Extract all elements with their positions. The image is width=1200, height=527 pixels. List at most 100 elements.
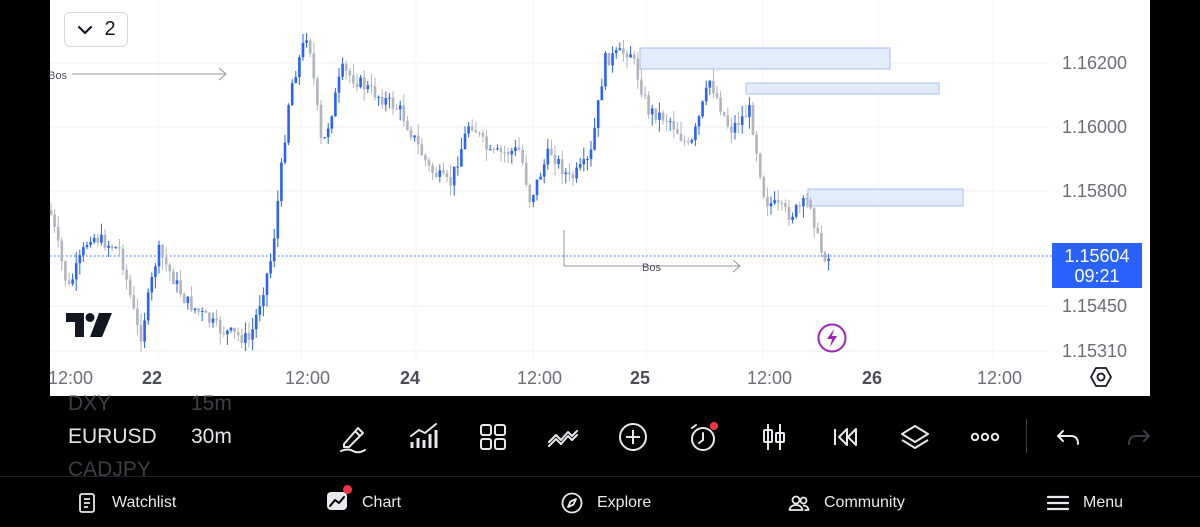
candle-body <box>334 92 337 117</box>
candle-body <box>805 197 809 201</box>
candle-body <box>168 264 172 272</box>
candle-body <box>337 76 341 93</box>
candle-body <box>517 147 521 150</box>
indicators-icon[interactable] <box>406 420 440 454</box>
candle-body <box>748 104 751 118</box>
candle-body <box>85 244 89 248</box>
candle-body <box>499 148 503 152</box>
candle-body <box>359 77 362 87</box>
candle-body <box>370 85 373 87</box>
candle-body <box>254 314 258 330</box>
candle-body <box>514 147 517 151</box>
candle-body <box>719 97 722 113</box>
nav-menu[interactable]: Menu <box>1047 487 1123 519</box>
candle-body <box>139 325 143 342</box>
candle-body <box>528 184 532 203</box>
nav-explore[interactable]: Explore <box>561 487 651 519</box>
redo-icon[interactable] <box>1122 420 1156 454</box>
candle-body <box>226 330 229 335</box>
candle-body <box>265 273 269 296</box>
candle-body <box>791 216 794 221</box>
nav-community[interactable]: Community <box>788 487 905 519</box>
candle-body <box>571 174 575 179</box>
time-axis-label: 12:00 <box>517 368 562 388</box>
candle-body <box>157 244 161 267</box>
candle-body <box>236 332 240 336</box>
candle-body <box>816 227 820 233</box>
candle-body <box>780 202 784 204</box>
chart-icon <box>327 491 347 510</box>
candle-body <box>215 318 218 321</box>
current-price-tag: 1.15604 09:21 <box>1052 243 1142 288</box>
candle-body <box>776 200 780 203</box>
undo-icon[interactable] <box>1051 420 1085 454</box>
candle-body <box>128 279 132 296</box>
nav-watchlist[interactable]: Watchlist <box>76 487 176 519</box>
bos-label: Bos <box>50 70 67 82</box>
candle-body <box>161 244 164 258</box>
more-icon[interactable] <box>968 420 1002 454</box>
candle-body <box>197 308 200 312</box>
candle-body <box>640 79 643 95</box>
chart-nav-badge <box>326 484 352 517</box>
candle-body <box>391 97 395 109</box>
candle-body <box>348 70 352 76</box>
price-axis-label: 1.16200 <box>1062 53 1127 73</box>
candle-type-icon[interactable] <box>757 420 791 454</box>
candle-body <box>92 237 96 243</box>
candle-body <box>67 280 71 284</box>
candle-body <box>632 54 636 59</box>
candle-body <box>366 85 370 89</box>
time-axis-label: 12:00 <box>50 368 93 388</box>
price-axis-label: 1.16000 <box>1062 117 1127 137</box>
candle-body <box>550 148 553 155</box>
candle-body <box>244 333 247 343</box>
flash-alert-icon[interactable] <box>816 322 848 354</box>
candle-body <box>812 208 816 228</box>
watchlist-strip-item[interactable]: CADJPY 1h <box>68 458 151 476</box>
nav-chart[interactable]: Chart <box>326 484 401 519</box>
bar-countdown: 09:21 <box>1074 265 1120 286</box>
candle-body <box>697 116 701 127</box>
candle-body <box>762 177 766 197</box>
nav-explore-label: Explore <box>597 494 652 511</box>
chart-settings-icon[interactable] <box>1089 365 1113 389</box>
chart-area[interactable]: Bos Bos 1.16200 1.16000 1.15800 1.15450 1.153… <box>50 0 1150 396</box>
candle-body <box>614 50 618 54</box>
candle-body <box>143 320 146 342</box>
candle-body <box>658 112 661 120</box>
watchlist-strip-item[interactable]: DXY 15m <box>68 392 232 416</box>
candle-body <box>730 126 733 133</box>
candle-body <box>395 108 398 110</box>
candle-body <box>784 203 787 207</box>
candle-body <box>643 94 647 96</box>
active-symbol[interactable]: EURUSD 30m <box>68 425 232 449</box>
candle-body <box>798 205 802 207</box>
candle-body <box>431 165 434 173</box>
candle-body <box>794 205 798 217</box>
candle-body <box>744 116 748 118</box>
candle-body <box>463 133 467 149</box>
candle-body <box>380 96 384 105</box>
candle-body <box>568 172 571 175</box>
interval-selector-button[interactable]: 2 <box>64 12 128 47</box>
candle-body <box>413 135 416 138</box>
candle-body <box>474 130 478 133</box>
layout-grid-icon[interactable] <box>476 420 510 454</box>
candle-body <box>460 148 463 167</box>
replay-icon[interactable] <box>827 420 861 454</box>
candle-body <box>240 335 244 343</box>
alert-clock-icon[interactable] <box>686 420 720 454</box>
pencil-drawing-icon[interactable] <box>336 420 370 454</box>
candle-body <box>611 53 614 66</box>
chart-canvas[interactable]: Bos Bos 1.16200 1.16000 1.15800 1.15450 1.153… <box>50 0 1150 396</box>
add-icon[interactable] <box>616 420 650 454</box>
candle-body <box>82 247 85 256</box>
candle-body <box>802 197 805 207</box>
compare-icon[interactable] <box>546 420 580 454</box>
candle-body <box>74 263 78 280</box>
candle-body <box>96 237 100 243</box>
layers-icon[interactable] <box>898 420 932 454</box>
candle-body <box>323 137 326 139</box>
nav-watchlist-label: Watchlist <box>112 494 177 511</box>
